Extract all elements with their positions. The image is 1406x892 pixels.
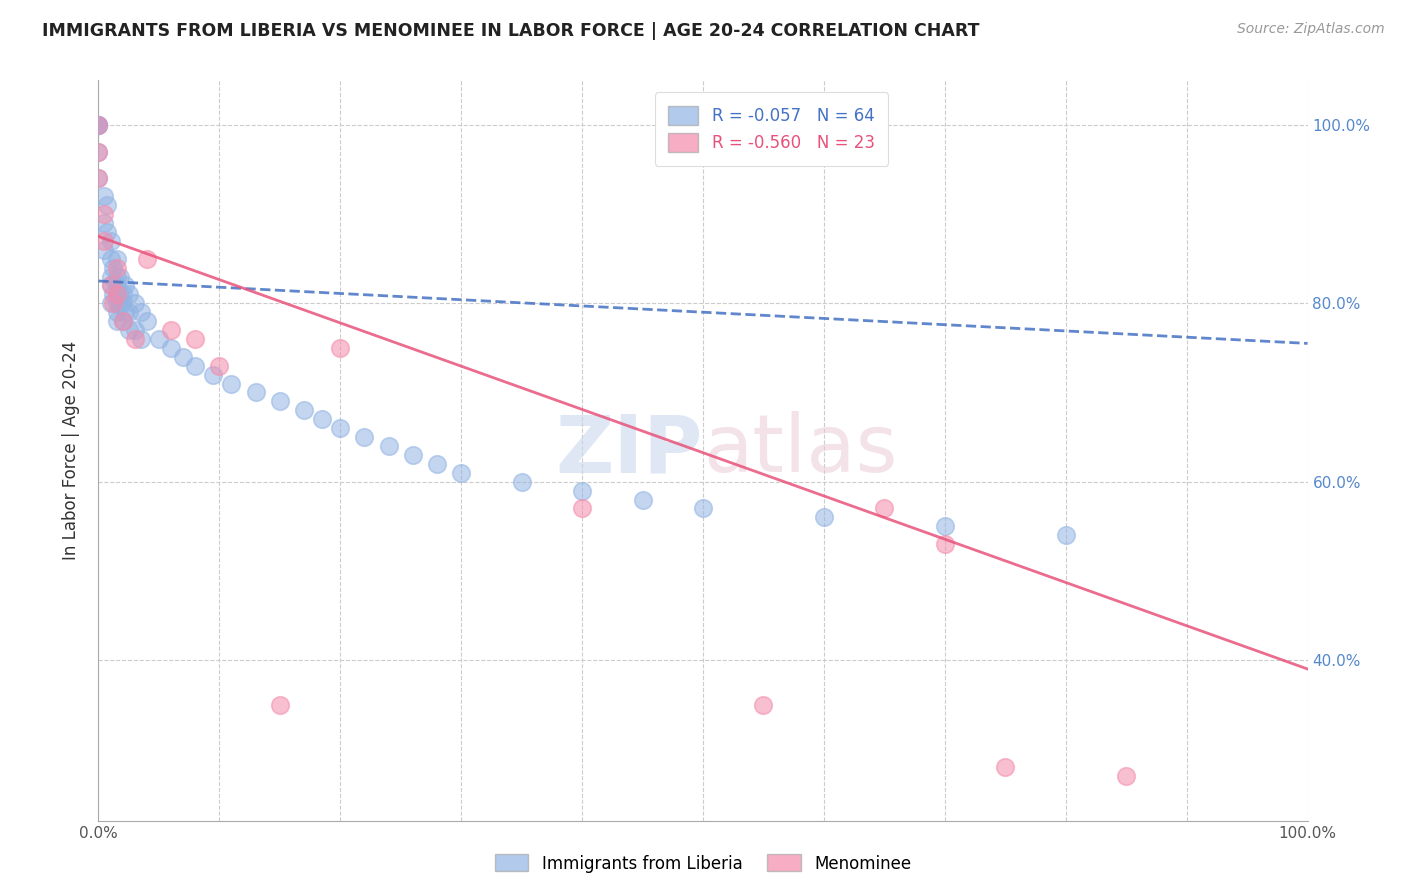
Point [114, 278, 136, 293]
Point [108, 287, 131, 301]
Point [510, 475, 533, 489]
Point [105, 278, 128, 293]
Point [148, 332, 170, 346]
Point [105, 252, 128, 266]
Point [101, 260, 124, 275]
Point [93, 243, 115, 257]
Point [100, 269, 122, 284]
Point [118, 323, 141, 337]
Point [311, 412, 333, 426]
Text: atlas: atlas [703, 411, 897, 490]
Point [105, 260, 128, 275]
Point [221, 376, 243, 391]
Point [93, 207, 115, 221]
Point [329, 341, 352, 355]
Point [93, 234, 115, 248]
Point [135, 314, 157, 328]
Point [934, 537, 956, 551]
Point [87, 118, 110, 132]
Point [87, 118, 110, 132]
Point [111, 287, 134, 301]
Point [994, 760, 1017, 774]
Point [124, 296, 146, 310]
Text: Source: ZipAtlas.com: Source: ZipAtlas.com [1237, 22, 1385, 37]
Text: IMMIGRANTS FROM LIBERIA VS MENOMINEE IN LABOR FORCE | AGE 20-24 CORRELATION CHAR: IMMIGRANTS FROM LIBERIA VS MENOMINEE IN … [42, 22, 980, 40]
Point [105, 269, 128, 284]
Point [105, 296, 128, 310]
Legend: R = -0.057   N = 64, R = -0.560   N = 23: R = -0.057 N = 64, R = -0.560 N = 23 [655, 92, 889, 166]
Point [202, 368, 225, 382]
Point [93, 189, 115, 203]
Point [101, 296, 124, 310]
Point [172, 350, 194, 364]
Point [87, 145, 110, 159]
Point [752, 698, 775, 712]
Legend: Immigrants from Liberia, Menominee: Immigrants from Liberia, Menominee [488, 847, 918, 880]
Point [934, 519, 956, 533]
Point [160, 323, 183, 337]
Point [813, 510, 835, 524]
Point [873, 501, 896, 516]
Point [129, 332, 152, 346]
Point [108, 269, 131, 284]
Point [100, 234, 122, 248]
Point [87, 118, 110, 132]
Point [631, 492, 654, 507]
Point [111, 314, 134, 328]
Point [184, 359, 207, 373]
Point [96, 225, 118, 239]
Point [105, 314, 128, 328]
Text: ZIP: ZIP [555, 411, 703, 490]
Point [105, 287, 128, 301]
Point [118, 287, 141, 301]
Point [100, 278, 122, 293]
Point [105, 287, 128, 301]
Point [87, 118, 110, 132]
Point [87, 171, 110, 186]
Point [108, 296, 131, 310]
Y-axis label: In Labor Force | Age 20-24: In Labor Force | Age 20-24 [62, 341, 80, 560]
Point [105, 305, 128, 319]
Point [571, 501, 593, 516]
Point [571, 483, 593, 498]
Point [129, 305, 152, 319]
Point [87, 145, 110, 159]
Point [100, 252, 122, 266]
Point [292, 403, 315, 417]
Point [269, 394, 291, 409]
Point [124, 332, 146, 346]
Point [111, 314, 134, 328]
Point [111, 296, 134, 310]
Point [87, 171, 110, 186]
Point [184, 332, 207, 346]
Point [124, 323, 146, 337]
Point [353, 430, 375, 444]
Point [450, 466, 472, 480]
Point [402, 448, 425, 462]
Point [93, 216, 115, 230]
Point [160, 341, 183, 355]
Point [208, 359, 231, 373]
Point [426, 457, 449, 471]
Point [118, 305, 141, 319]
Point [377, 439, 399, 453]
Point [269, 698, 291, 712]
Point [87, 118, 110, 132]
Point [101, 287, 124, 301]
Point [329, 421, 352, 435]
Point [100, 278, 122, 293]
Point [100, 296, 122, 310]
Point [114, 305, 136, 319]
Point [96, 198, 118, 212]
Point [135, 252, 157, 266]
Point [245, 385, 267, 400]
Point [1115, 769, 1137, 783]
Point [1054, 528, 1077, 542]
Point [692, 501, 714, 516]
